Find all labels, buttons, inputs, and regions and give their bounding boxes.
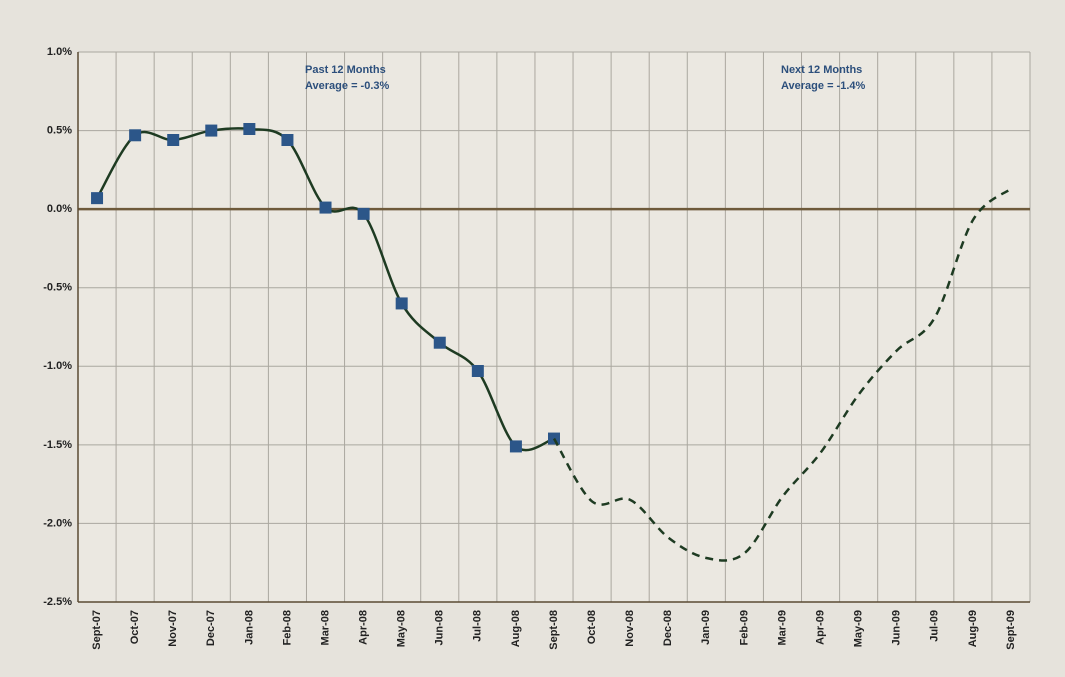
x-tick-label: Jun-08 <box>434 610 446 645</box>
marker <box>129 129 142 142</box>
x-tick-label: May-09 <box>853 610 865 647</box>
y-tick-label: 1.0% <box>47 46 72 58</box>
marker <box>167 134 180 146</box>
x-tick-label: Jan-08 <box>243 610 255 645</box>
plot-area <box>78 52 1030 602</box>
x-tick-label: Nov-07 <box>167 610 179 647</box>
annotation: Next 12 Months <box>781 64 862 76</box>
x-tick-label: Dec-07 <box>205 610 217 646</box>
x-tick-label: Jul-09 <box>929 610 941 642</box>
marker <box>319 201 332 214</box>
x-tick-label: Nov-08 <box>624 610 636 647</box>
marker <box>471 365 484 377</box>
x-tick-label: Jul-08 <box>472 610 484 642</box>
annotation: Average = -0.3% <box>305 80 389 92</box>
marker <box>243 123 256 135</box>
marker <box>205 124 218 137</box>
line <box>552 187 1012 562</box>
marker <box>91 192 104 205</box>
x-tick-label: Oct-07 <box>129 610 141 644</box>
x-tick-label: Oct-08 <box>586 610 598 644</box>
x-tick-label: Sept-07 <box>91 610 103 650</box>
annotation: Past 12 Months <box>305 64 386 76</box>
y-tick-label: 0.5% <box>47 124 72 136</box>
x-tick-label: Apr-08 <box>358 610 370 645</box>
x-tick-label: Apr-09 <box>814 610 826 645</box>
x-tick-label: Mar-08 <box>319 610 331 645</box>
x-tick-label: Jan-09 <box>700 610 712 645</box>
y-tick-label: -1.0% <box>43 360 72 372</box>
marker <box>509 440 522 453</box>
y-tick-label: -0.5% <box>43 282 72 294</box>
x-tick-label: Aug-08 <box>510 610 522 647</box>
y-tick-label: -2.0% <box>43 517 72 529</box>
x-tick-label: Feb-09 <box>738 610 750 645</box>
x-tick-label: Feb-08 <box>281 610 293 645</box>
marker <box>395 297 408 310</box>
y-tick-label: 0.0% <box>47 203 72 215</box>
y-tick-label: -1.5% <box>43 439 72 451</box>
x-tick-label: Aug-09 <box>967 610 979 647</box>
x-tick-label: Sept-08 <box>548 610 560 650</box>
x-tick-label: Dec-08 <box>662 610 674 646</box>
marker <box>433 336 446 349</box>
annotation: Average = -1.4% <box>781 80 865 92</box>
x-tick-label: Sept-09 <box>1005 610 1017 650</box>
y-tick-label: -2.5% <box>43 596 72 608</box>
x-tick-label: Jun-09 <box>891 610 903 645</box>
marker <box>281 134 294 146</box>
marker <box>357 207 370 220</box>
x-tick-label: Mar-09 <box>776 610 788 645</box>
x-tick-label: May-08 <box>396 610 408 647</box>
